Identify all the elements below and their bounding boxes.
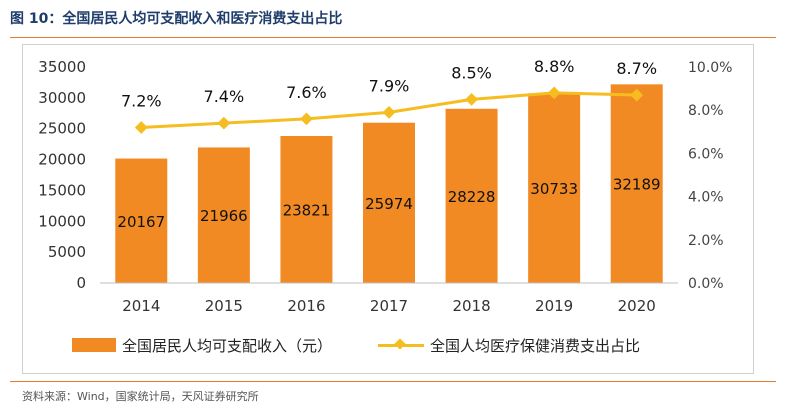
legend-line-label: 全国人均医疗保健消费支出占比	[430, 336, 641, 355]
bar	[280, 135, 333, 283]
x-tick-label: 2020	[618, 297, 656, 315]
source-divider	[10, 381, 776, 382]
line-point	[465, 93, 478, 106]
right-tick-label: 8.0%	[688, 103, 724, 119]
x-tick-label: 2015	[205, 297, 243, 315]
left-tick-label: 5000	[48, 243, 86, 261]
left-axis: 0 5000 10000 15000 20000 25000 30000 35000	[38, 58, 86, 292]
line-value-label: 7.4%	[204, 87, 245, 106]
bar-value-label: 23821	[283, 201, 331, 219]
left-tick-label: 20000	[38, 151, 86, 169]
bar	[115, 158, 168, 283]
right-tick-label: 4.0%	[688, 190, 724, 206]
bar-value-labels: 20167 21966 23821 25974 28228 30733 32189	[117, 176, 660, 231]
right-tick-label: 2.0%	[688, 233, 724, 249]
bar-value-label: 32189	[613, 176, 661, 194]
right-tick-label: 0.0%	[688, 276, 724, 292]
bar-value-label: 30733	[530, 180, 578, 198]
line-point	[134, 121, 148, 134]
left-tick-label: 25000	[38, 120, 86, 138]
x-tick-label: 2016	[287, 297, 325, 315]
source-note: 资料来源：Wind，国家统计局，天风证券研究所	[22, 390, 259, 403]
bar	[445, 108, 498, 284]
line-value-label: 7.2%	[121, 91, 162, 110]
x-axis: 2014 2015 2016 2017 2018 2019 2020	[122, 297, 656, 315]
bar-value-label: 21966	[200, 207, 248, 225]
line-point	[382, 105, 396, 119]
bar-value-label: 28228	[448, 188, 496, 206]
bar	[610, 84, 663, 283]
x-tick-label: 2018	[452, 297, 490, 315]
line-value-labels: 7.2% 7.4% 7.6% 7.9% 8.5% 8.8% 8.7%	[121, 57, 657, 111]
legend-item-bars: 全国居民人均可支配收入（元）	[72, 334, 332, 356]
legend-bar-label: 全国居民人均可支配收入（元）	[122, 336, 333, 355]
line-point	[300, 112, 313, 126]
legend-item-line: 全国人均医疗保健消费支出占比	[378, 334, 640, 356]
bar-value-label: 25974	[365, 195, 413, 213]
line-value-label: 8.7%	[616, 59, 657, 78]
bar	[363, 122, 415, 284]
bar	[197, 147, 250, 283]
legend-line-swatch	[378, 338, 424, 352]
chart-frame	[22, 44, 754, 374]
line-value-label: 7.6%	[286, 83, 327, 102]
legend-bar-swatch	[72, 338, 116, 352]
right-axis: 0.0% 2.0% 4.0% 6.0% 8.0% 10.0%	[688, 60, 732, 292]
x-tick-label: 2014	[122, 297, 160, 315]
right-tick-label: 10.0%	[688, 60, 732, 76]
left-tick-label: 0	[76, 274, 86, 292]
line-value-label: 7.9%	[369, 76, 410, 95]
bar-series	[100, 84, 678, 284]
left-tick-label: 10000	[38, 212, 86, 230]
left-tick-label: 35000	[38, 58, 86, 76]
bar-value-label: 20167	[117, 213, 165, 231]
x-tick-label: 2017	[370, 297, 408, 315]
line-value-label: 8.8%	[534, 57, 575, 76]
bar	[528, 93, 581, 283]
right-tick-label: 6.0%	[688, 146, 724, 162]
title-divider	[10, 37, 776, 38]
left-tick-label: 30000	[38, 89, 86, 107]
figure-title: 图 10：全国居民人均可支配收入和医疗消费支出占比	[10, 11, 343, 27]
left-tick-label: 15000	[38, 181, 86, 199]
x-tick-label: 2019	[535, 297, 573, 315]
line-value-label: 8.5%	[451, 63, 492, 82]
line-point	[217, 116, 231, 130]
